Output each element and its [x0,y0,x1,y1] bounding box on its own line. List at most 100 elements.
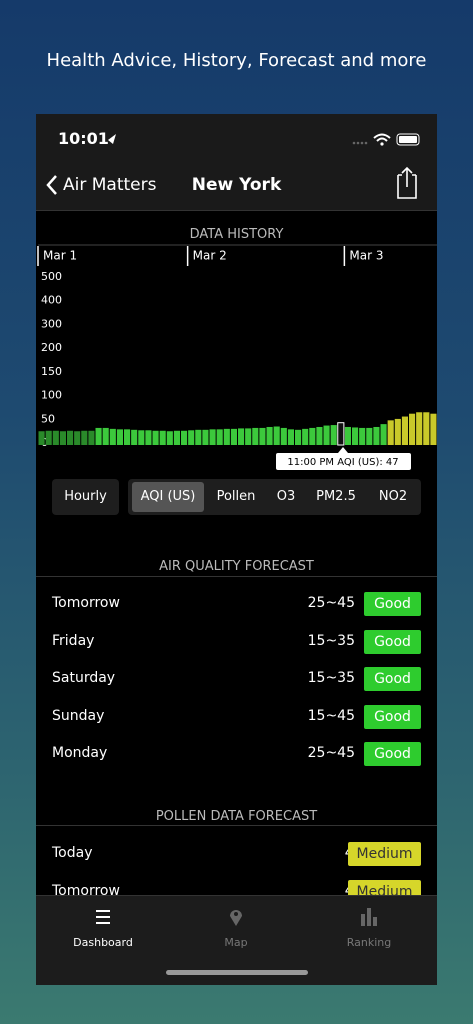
bar [38,431,45,445]
bar [216,429,223,445]
bar [102,427,109,445]
x-tick-label: Mar 3 [349,249,383,263]
x-tick-label: Mar 1 [43,249,77,263]
tab-label[interactable]: Map [224,936,248,949]
bar [287,429,294,445]
tooltip-pointer [338,447,348,453]
y-tick-label: 500 [41,270,62,283]
section-title: DATA HISTORY [189,227,284,242]
bar [266,426,273,445]
y-tick-label: 300 [41,317,62,330]
bar [209,429,216,445]
bar [416,412,423,445]
bar [401,416,408,445]
separator [36,825,437,826]
forecast-range: 25~45 [307,595,355,611]
forecast-day: Sunday [52,707,105,724]
section-title: POLLEN DATA FORECAST [155,809,318,824]
tooltip: 11:00 PM AQI (US): 47 [287,457,398,468]
bar [380,424,387,445]
y-tick-label: 100 [41,389,62,402]
bar [59,431,66,445]
y-tick-label: 150 [41,365,62,378]
nav-title: New York [191,175,282,195]
bar [323,425,330,445]
pollen-day: Today [52,845,93,861]
nav-bar: 10:01 Air Matters New York [36,114,437,211]
interval-button[interactable]: Hourly [52,479,119,515]
pollutant-tab[interactable]: Pollen [216,489,256,504]
pollutant-tabs: AQI (US) Pollen O3 PM2.5 NO2 [128,479,421,515]
bar [152,430,159,445]
forecast-day: Tomorrow [52,595,120,611]
status-time: 10:01 [58,129,109,148]
bar [423,412,430,445]
level-badge: Medium [348,842,421,866]
home-indicator [166,970,308,975]
bar [316,426,323,445]
status-icons [46,133,420,199]
bar [45,430,52,445]
bar [245,428,252,445]
level-badge: Good [364,592,421,616]
bar [223,428,230,445]
bar [252,427,259,445]
forecast-range: 15~35 [307,632,355,649]
forecast-range: 15~45 [307,707,355,724]
level-badge: Good [364,667,421,691]
forecast-day: Friday [52,632,95,649]
pollutant-tab[interactable]: O3 [276,489,296,504]
y-tick-label: 400 [41,294,62,307]
bar [359,427,366,445]
tab-label[interactable]: Dashboard [73,936,133,949]
bar [188,430,195,445]
bar [309,427,316,445]
bar [173,430,180,445]
share-icon[interactable] [397,166,417,199]
bar [166,431,173,445]
bar [352,427,359,445]
forecast-day: Saturday [52,670,116,686]
tooltip-box [276,453,411,470]
bar [202,429,209,445]
bar [337,422,345,446]
bar [366,427,373,445]
back-button[interactable]: Air Matters [63,175,157,195]
bar [124,429,131,445]
bar [81,430,88,445]
bar [344,426,351,445]
caption: Health Advice, History, Forecast and mor… [46,50,427,71]
phone-screen: 10:01 Air Matters New York DATA HISTORY … [36,114,437,985]
bar [95,427,102,445]
level-badge: Good [364,742,421,766]
pollutant-tab[interactable]: NO2 [378,489,408,504]
tab-icons [96,908,377,926]
bar [74,431,81,445]
bar [52,430,59,445]
bar [259,427,266,445]
bar [138,430,145,445]
bar [181,430,188,445]
x-tick-label: Mar 2 [193,249,227,263]
bar [131,429,138,445]
bar [302,428,309,445]
separator [36,576,437,577]
bar [273,426,280,445]
forecast-range: 25~45 [307,745,355,761]
pollutant-tab[interactable]: AQI (US) [132,482,204,512]
bar [88,430,95,445]
pollutant-tab[interactable]: PM2.5 [316,489,356,504]
bar [280,427,287,445]
bar [116,429,123,445]
bar [145,430,152,445]
bar [387,420,394,445]
tab-label[interactable]: Ranking [346,936,392,949]
bar [238,428,245,445]
back-icon[interactable] [46,175,57,195]
bar [330,425,337,445]
pollen-day: Tomorrow [52,882,120,899]
bar [67,430,74,445]
forecast-range: 15~35 [307,670,355,686]
